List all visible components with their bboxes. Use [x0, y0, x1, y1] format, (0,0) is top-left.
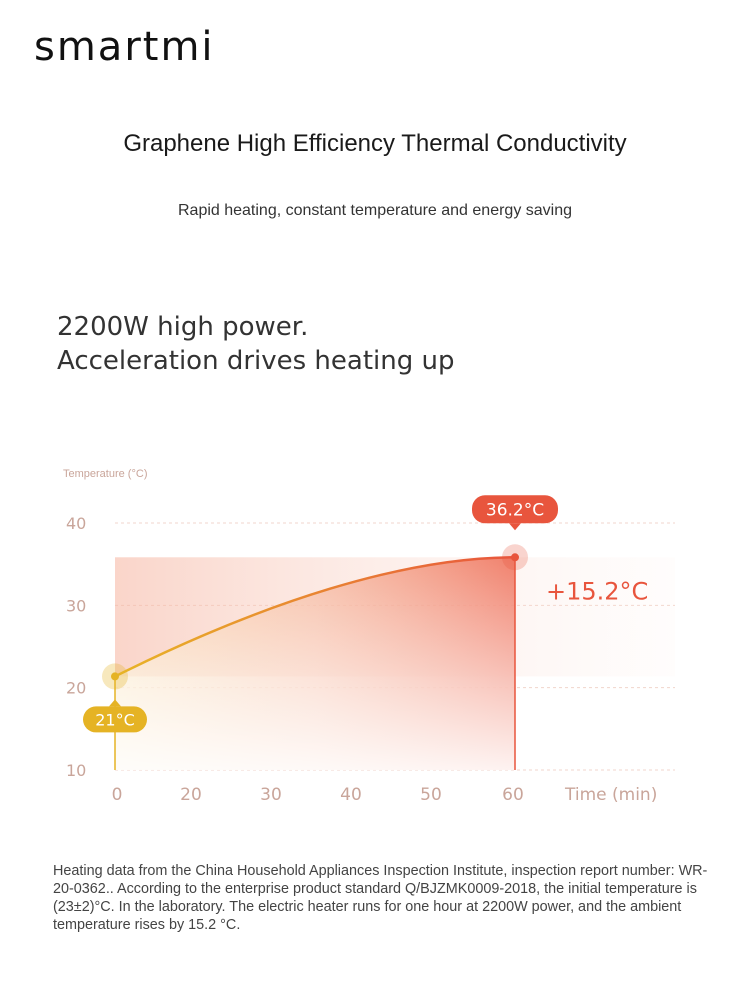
- x-axis-label: Time (min): [564, 785, 657, 805]
- x-tick-30: 30: [260, 785, 282, 805]
- y-tick-10: 10: [66, 761, 86, 780]
- start-temp-badge: 21°C: [83, 699, 147, 733]
- y-tick-40: 40: [66, 514, 86, 533]
- end-temp-label: 36.2°C: [486, 500, 544, 520]
- power-line-2: Acceleration drives heating up: [57, 346, 455, 376]
- page-title: Graphene High Efficiency Thermal Conduct…: [123, 130, 627, 157]
- y-axis-label: Temperature (°C): [63, 468, 147, 480]
- rise-label: +15.2°C: [546, 577, 648, 605]
- brand-logo: smartmi: [34, 24, 215, 70]
- page-subtitle: Rapid heating, constant temperature and …: [177, 202, 573, 219]
- end-point: [511, 553, 519, 562]
- x-tick-60: 60: [502, 785, 524, 805]
- x-tick-labels: 0 20 30 40 50 60: [112, 785, 524, 805]
- end-temp-badge: 36.2°C: [472, 495, 558, 531]
- x-tick-40: 40: [340, 785, 362, 805]
- x-tick-50: 50: [420, 785, 442, 805]
- power-line-1: 2200W high power.: [57, 312, 309, 342]
- x-tick-20: 20: [180, 785, 202, 805]
- footnote: Heating data from the China Household Ap…: [53, 863, 708, 933]
- power-statement: 2200W high power. Acceleration drives he…: [57, 310, 455, 378]
- heating-curve: [114, 556, 516, 678]
- y-tick-30: 30: [66, 596, 86, 615]
- x-tick-0: 0: [112, 785, 123, 805]
- y-tick-labels: 40 30 20 10: [66, 514, 86, 780]
- heating-area-fade: [115, 557, 515, 770]
- start-temp-label: 21°C: [95, 710, 135, 729]
- y-tick-20: 20: [66, 679, 86, 698]
- temperature-chart: Temperature (°C) 40 30 20 10 0 20 30 40 50 60 21…: [63, 468, 675, 805]
- start-point: [111, 672, 119, 681]
